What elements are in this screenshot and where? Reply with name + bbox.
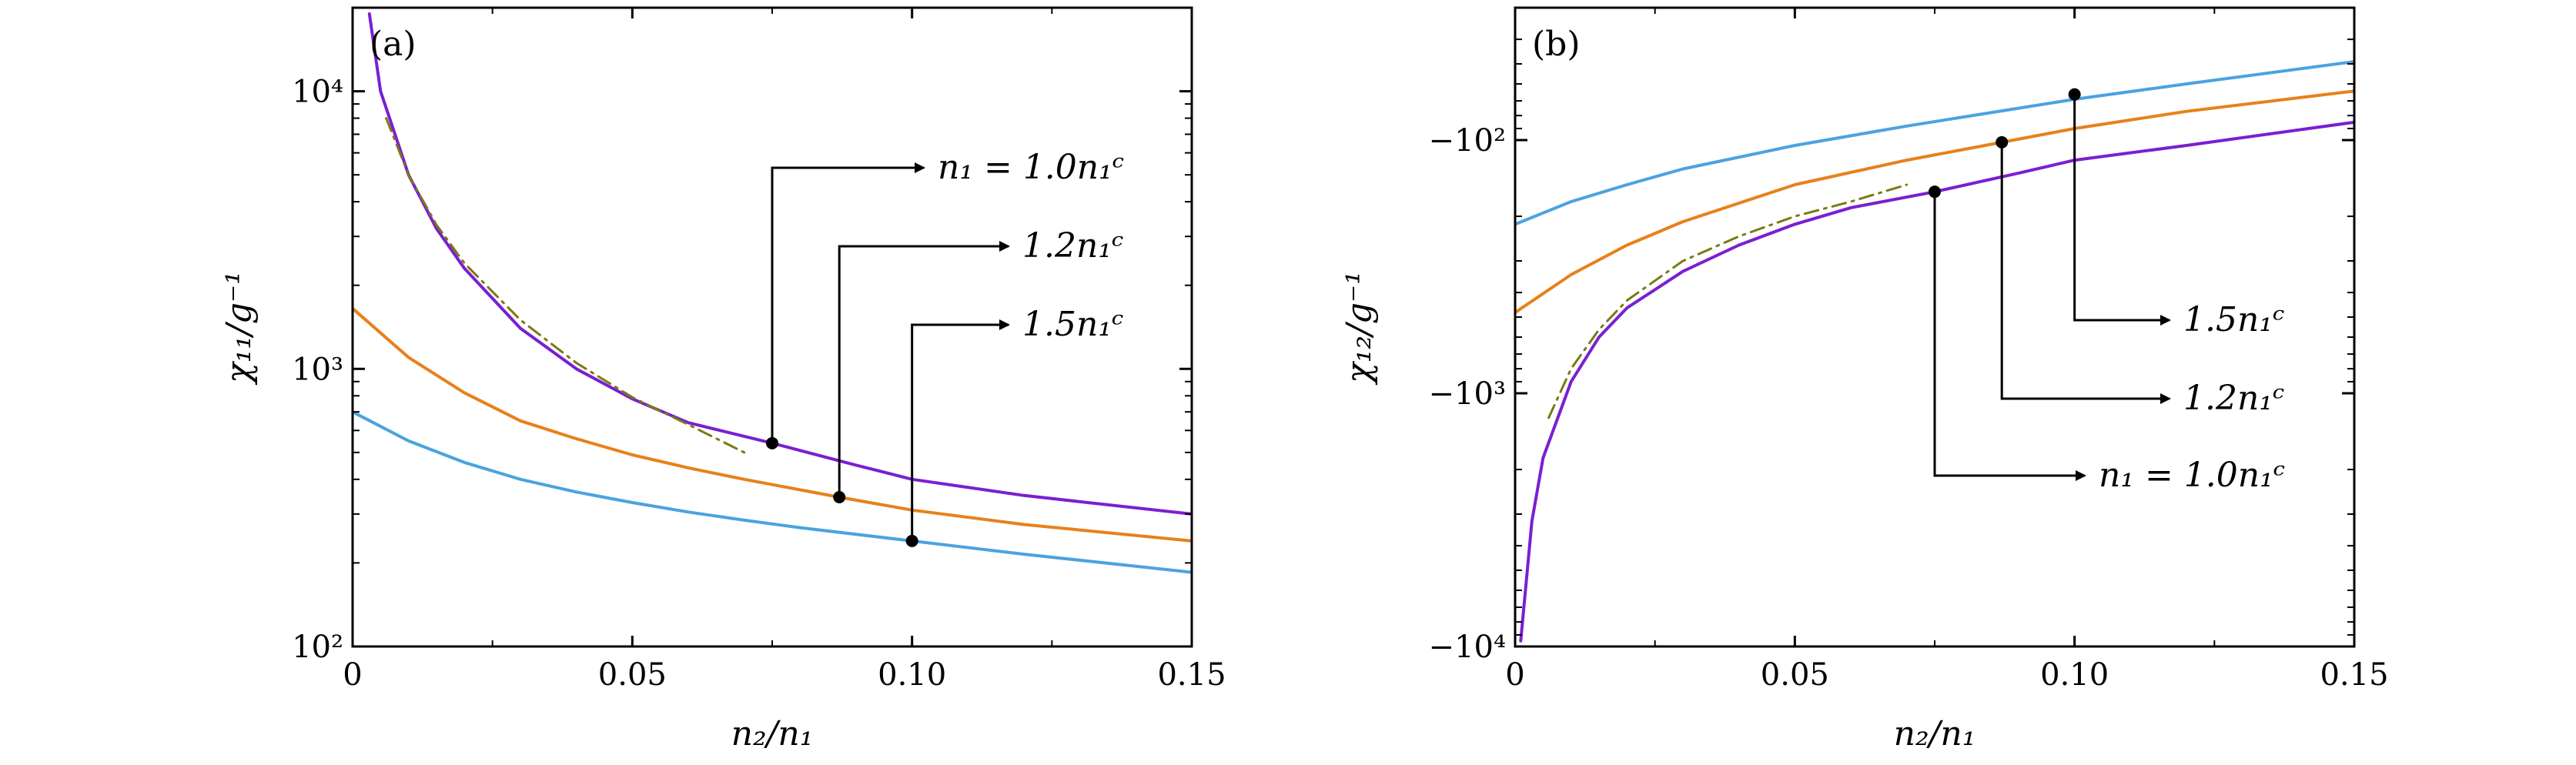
panel-b-marker-leader <box>2000 142 2171 404</box>
panel-b-ytick-label: −10² <box>1429 123 1506 159</box>
panel-a-frame <box>351 6 1193 648</box>
panel-a-series-2-line <box>353 410 1192 574</box>
panel-b-xlabel: n₂/n₁ <box>1894 714 1976 753</box>
panel-b: 0 0.05 0.10 0.15 −10² −10³ −10⁴ n₁ = 1.0n₁ᶜ 1.2… <box>1340 6 2389 753</box>
panel-a-marker-point <box>766 436 778 449</box>
panel-b-ytick-label: −10³ <box>1429 376 1506 412</box>
panel-a-series-3-line <box>385 117 746 454</box>
panel-a-ytick-label: 10⁴ <box>292 75 343 110</box>
panel-b-ytick-label: −10⁴ <box>1429 630 1506 665</box>
panel-b-frame <box>1514 6 2356 648</box>
panel-b-xtick-label: 0.15 <box>2320 657 2388 693</box>
panel-a-marker-leader <box>771 162 925 443</box>
panel-b-xtick-label: 0 <box>1505 657 1524 693</box>
panel-a-xtick-label: 0 <box>343 657 362 693</box>
panel-a-marker-leader <box>911 319 1010 541</box>
panel-a-xlabel: n₂/n₁ <box>731 714 814 753</box>
panel-b-xtick-label: 0.10 <box>2040 657 2109 693</box>
panel-a-xtick-label: 0.15 <box>1157 657 1226 693</box>
panel-b-marker-leader <box>2073 94 2171 326</box>
panel-a-xtick-label: 0.10 <box>878 657 946 693</box>
panel-b-marker-leader <box>1933 192 2086 481</box>
panel-b-series-3-line <box>1547 183 1909 419</box>
panel-a-xtick-label: 0.05 <box>598 657 667 693</box>
panel-a-marker-label: n₁ = 1.0n₁ᶜ <box>938 148 1124 187</box>
panel-a-ytick-label: 10² <box>292 630 343 665</box>
panel-b-marker-point <box>1929 185 1941 199</box>
panel-a-marker-leader <box>838 241 1010 498</box>
panel-a-ylabel: χ₁₁/g⁻¹ <box>219 271 259 386</box>
panel-b-series-2-line <box>1519 120 2354 643</box>
panel-a-marker-label: 1.2n₁ᶜ <box>1022 226 1123 266</box>
panel-b-series-0-line <box>1515 60 2354 226</box>
panel-a-series-1-line <box>353 306 1192 543</box>
panel-b-ylabel: χ₁₂/g⁻¹ <box>1340 271 1379 386</box>
panel-b-marker-point <box>1996 135 2009 149</box>
panel-b-marker-point <box>2068 88 2081 101</box>
panel-b-marker-label: 1.2n₁ᶜ <box>2183 379 2284 418</box>
panel-b-xtick-label: 0.05 <box>1761 657 1829 693</box>
panel-b-series-1-line <box>1515 89 2354 315</box>
panel-a-marker-point <box>905 534 918 547</box>
panel-b-marker-label: n₁ = 1.0n₁ᶜ <box>2099 456 2285 495</box>
panel-b-label: (b) <box>1532 25 1581 64</box>
panel-a-label: (a) <box>370 25 417 64</box>
panel-a-ytick-label: 10³ <box>292 352 343 387</box>
panel-a: 0 0.05 0.10 0.15 10² 10³ 10⁴ n₁ = 1.0n₁ᶜ 1.2n₁ᶜ… <box>219 6 1226 753</box>
panel-a-marker-label: 1.5n₁ᶜ <box>1022 305 1123 344</box>
panel-b-marker-label: 1.5n₁ᶜ <box>2183 300 2284 339</box>
panel-a-marker-point <box>833 491 846 504</box>
